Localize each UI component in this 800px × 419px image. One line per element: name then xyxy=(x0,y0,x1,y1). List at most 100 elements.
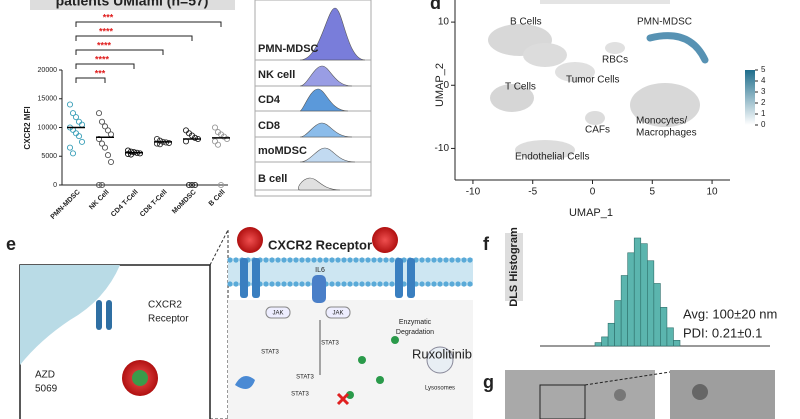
data-point xyxy=(78,121,86,128)
kinase: JAK xyxy=(332,311,343,317)
y-tick-label: 10000 xyxy=(38,124,58,131)
bar xyxy=(660,307,668,347)
y-axis-label: UMAP_2 xyxy=(434,63,446,107)
ridge-label: NK cell xyxy=(258,69,295,81)
lipid-head xyxy=(335,281,341,287)
data-point xyxy=(191,134,199,141)
data-point xyxy=(214,141,222,148)
lipid-head xyxy=(227,257,233,263)
x-tick-label: -5 xyxy=(528,187,537,198)
lipid-head xyxy=(377,281,383,287)
dot-plot: 0 5000 10000 15000 20000 PMN-MDSC NK Cell CD4 T… xyxy=(38,12,231,221)
data-point xyxy=(185,181,193,189)
significance-bracket xyxy=(75,35,193,41)
data-point xyxy=(98,181,106,189)
receptor xyxy=(395,258,403,298)
lipid-head xyxy=(467,281,473,287)
ridge-curve xyxy=(298,177,341,191)
lipid-head xyxy=(383,257,389,263)
x-tick-label: CD8 T-Cell xyxy=(139,189,169,219)
lipid-head xyxy=(425,281,431,287)
x-tick-label: 5 xyxy=(650,187,656,198)
diagram-title: CXCR2 Receptor xyxy=(268,237,372,252)
data-point xyxy=(101,123,109,130)
data-point xyxy=(211,124,219,131)
bar xyxy=(607,322,615,347)
panel-label: e xyxy=(6,234,16,254)
degradation: Enzymatic xyxy=(399,319,432,326)
il6-receptor xyxy=(312,275,326,303)
lipid-head xyxy=(431,281,437,287)
bar xyxy=(653,283,661,347)
lipid-head xyxy=(305,257,311,263)
cluster-cloud xyxy=(605,42,625,54)
lipid-head xyxy=(323,257,329,263)
receptor xyxy=(407,258,415,298)
lipid-head xyxy=(275,257,281,263)
lipid-head xyxy=(425,257,431,263)
cluster-label: RBCs xyxy=(602,55,628,66)
ridge-label: CD4 xyxy=(258,94,281,106)
x-tick-label: -10 xyxy=(466,187,481,198)
lipid-head xyxy=(461,281,467,287)
lipid-head xyxy=(281,281,287,287)
lipid-head xyxy=(389,281,395,287)
cluster-cloud xyxy=(523,43,567,67)
diagram-text: CXCR2 Receptor IL6 JAK JAK STAT3 STAT3 S… xyxy=(35,237,472,397)
lipid-head xyxy=(443,257,449,263)
ligand: IL6 xyxy=(315,267,325,274)
receptor xyxy=(240,258,248,298)
drug-name: Ruxolitinib xyxy=(412,346,472,361)
x-tick-label: 10 xyxy=(707,187,719,198)
stat: STAT3 xyxy=(321,341,339,347)
data-point xyxy=(101,144,109,151)
ridge-curve xyxy=(299,65,353,87)
cluster-label: B Cells xyxy=(510,17,542,28)
bar xyxy=(620,275,628,347)
kinase: JAK xyxy=(272,311,283,317)
data-point xyxy=(72,130,80,137)
colorbar xyxy=(745,70,755,125)
data-point xyxy=(223,135,231,143)
cluster-label: PMN-MDSC xyxy=(637,17,692,28)
y-tick-label: 0 xyxy=(53,182,57,189)
cluster-cloud xyxy=(490,84,534,112)
protein xyxy=(235,376,255,389)
y-tick-label: 5000 xyxy=(41,153,57,160)
lysosome xyxy=(426,346,454,374)
jak-box xyxy=(325,306,351,319)
significance-label: **** xyxy=(95,54,110,64)
drug xyxy=(358,356,366,364)
data-point xyxy=(127,151,135,158)
data-point xyxy=(211,138,219,145)
lipid-head xyxy=(281,257,287,263)
data-point xyxy=(95,110,103,117)
bar xyxy=(640,243,648,347)
data-point xyxy=(66,144,74,151)
inset-label: 5069 xyxy=(35,384,58,395)
lipid-head xyxy=(365,257,371,263)
particle xyxy=(692,384,708,400)
lipid-head xyxy=(263,257,269,263)
panel-label: g xyxy=(483,372,494,392)
data-point xyxy=(107,131,115,138)
y-tick-label: -10 xyxy=(435,143,450,154)
data-point xyxy=(78,138,86,145)
lipid-head xyxy=(293,281,299,287)
stat: STAT3 xyxy=(261,350,279,356)
lipid-head xyxy=(461,257,467,263)
x-tick-label: 0 xyxy=(590,187,596,198)
data-point xyxy=(182,127,190,134)
lipid-head xyxy=(419,281,425,287)
cluster-label: Endothelial Cells xyxy=(515,152,590,163)
bar xyxy=(601,336,609,347)
lipid-head xyxy=(305,281,311,287)
colorbar-tick-label: 1 xyxy=(761,109,766,118)
cluster-label: Tumor Cells xyxy=(566,75,620,86)
panel-label: f xyxy=(483,234,490,254)
data-point xyxy=(104,152,112,159)
significance-label: *** xyxy=(103,12,114,22)
bar xyxy=(673,340,681,347)
significance-label: **** xyxy=(97,40,112,50)
